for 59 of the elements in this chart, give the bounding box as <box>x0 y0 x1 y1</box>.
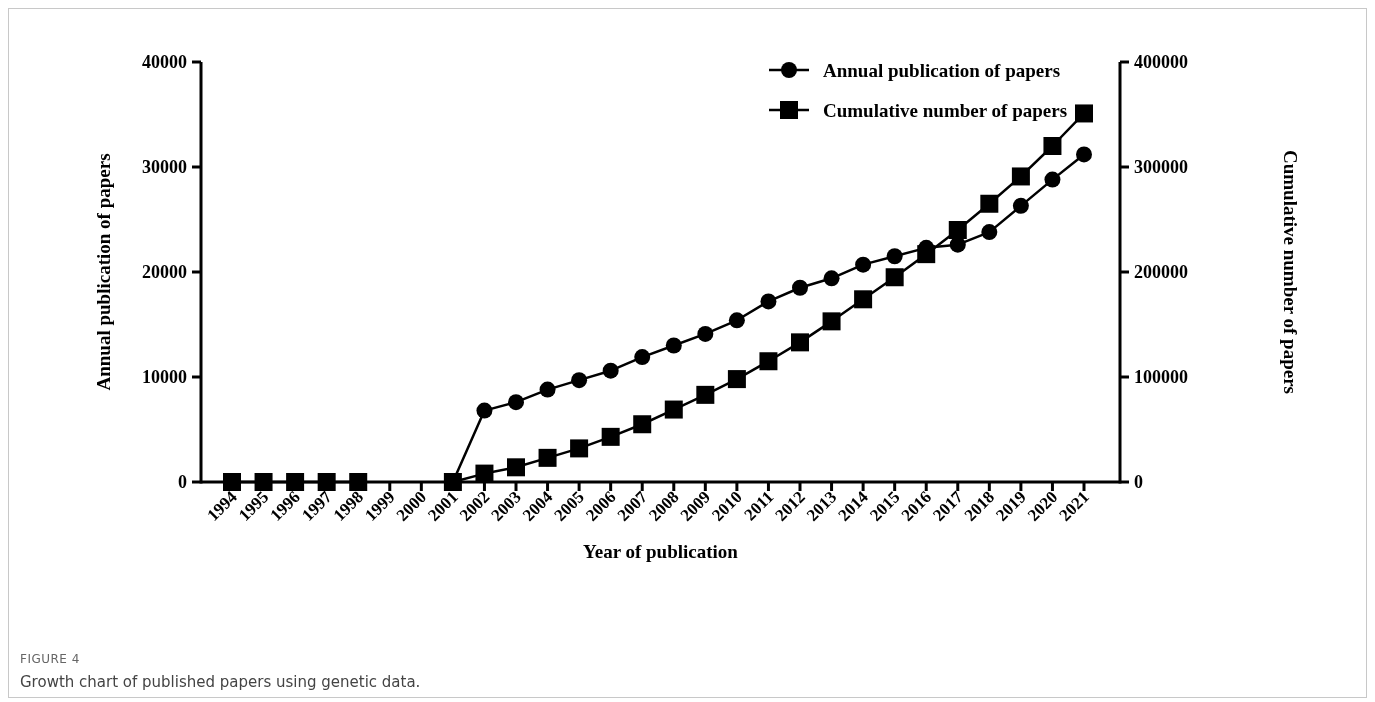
point <box>507 458 525 477</box>
point <box>349 473 368 491</box>
point <box>948 221 967 239</box>
y2-tick-label: 100000 <box>1134 367 1188 388</box>
y-tick-label: 10000 <box>142 367 187 388</box>
text: Growth chart of published papers using genetic data. <box>20 673 421 691</box>
point <box>286 473 305 491</box>
legend-label: Annual publication of papers <box>823 59 1061 81</box>
point <box>1044 171 1061 188</box>
point <box>601 427 620 446</box>
point <box>665 337 682 354</box>
point <box>1012 197 1029 214</box>
caption: FIGURE 4 <box>20 652 80 666</box>
point <box>792 279 808 296</box>
point <box>1011 167 1030 186</box>
y2-tick-label: 200000 <box>1134 262 1188 283</box>
point <box>538 448 557 467</box>
point <box>476 402 493 419</box>
point <box>727 370 746 389</box>
point <box>823 270 840 287</box>
point <box>570 439 589 458</box>
point <box>254 473 273 491</box>
y-axis-title: Annual publication of papers <box>93 153 114 391</box>
point <box>855 256 872 273</box>
point <box>854 290 873 309</box>
point <box>980 194 999 213</box>
point <box>633 415 652 434</box>
point <box>886 248 903 265</box>
y-tick-label: 0 <box>178 472 187 493</box>
point <box>571 372 588 389</box>
point <box>475 464 494 483</box>
point <box>664 400 683 419</box>
point <box>759 352 778 371</box>
point <box>885 268 904 287</box>
point <box>508 394 524 411</box>
point <box>602 362 619 379</box>
point <box>634 349 651 366</box>
point <box>981 224 998 241</box>
y-tick-label: 20000 <box>142 262 187 283</box>
point <box>539 381 556 398</box>
point <box>697 325 714 342</box>
point <box>317 473 336 491</box>
point <box>223 473 241 491</box>
point <box>696 385 715 404</box>
legend-label: Cumulative number of papers <box>823 99 1068 121</box>
point <box>822 312 841 331</box>
point <box>1043 137 1062 155</box>
y2-tick-label: 400000 <box>1134 52 1188 73</box>
x-axis-title: Year of publication <box>583 541 739 562</box>
y2-tick-label: 300000 <box>1134 157 1188 178</box>
y2-tick-label: 0 <box>1134 472 1143 493</box>
y-tick-label: 30000 <box>142 157 187 178</box>
point <box>791 333 809 352</box>
point <box>760 293 777 310</box>
point <box>728 312 745 329</box>
point <box>1076 146 1092 163</box>
y2-axis-title: Cumulative number of papers <box>1280 149 1301 395</box>
point <box>1075 104 1093 123</box>
y-tick-label: 40000 <box>142 52 187 73</box>
